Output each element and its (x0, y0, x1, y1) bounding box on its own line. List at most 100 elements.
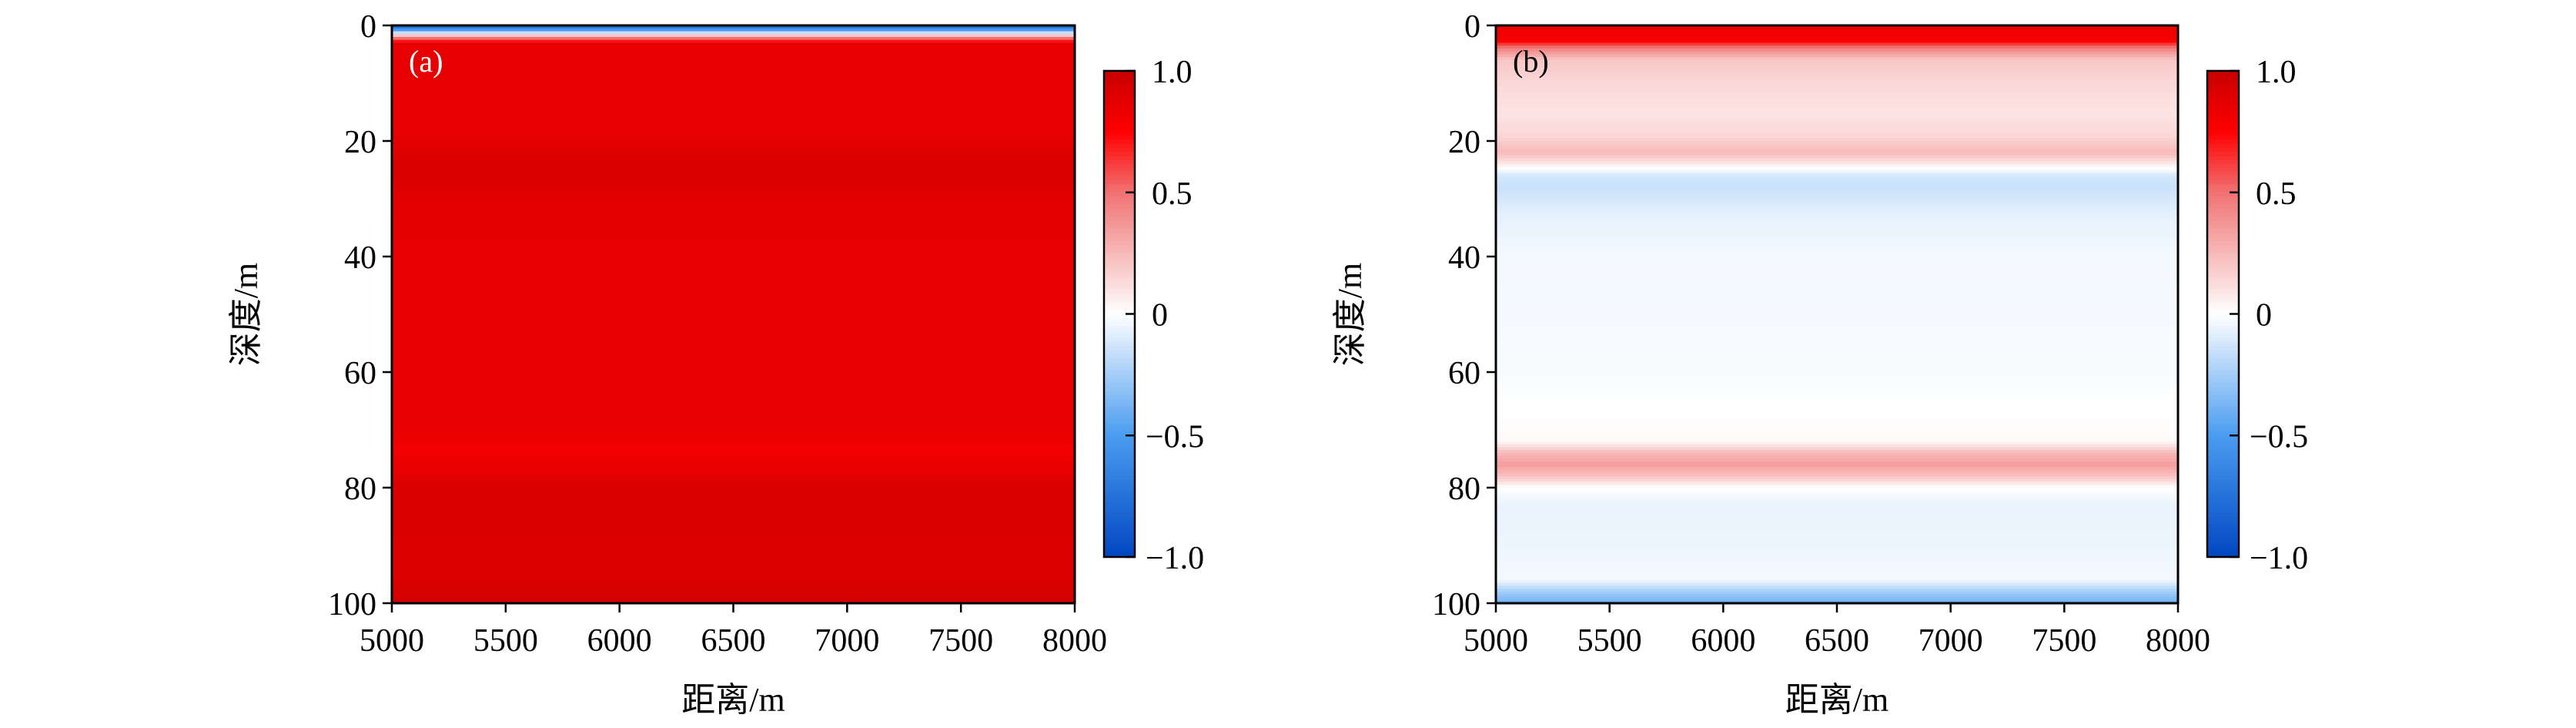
heatmap-row (392, 184, 1075, 188)
heatmap-row (1496, 435, 2178, 439)
colorbar-segment (2207, 378, 2239, 384)
colorbar-segment (1104, 87, 1135, 92)
heatmap-row (392, 357, 1075, 361)
heatmap-row (1496, 328, 2178, 333)
heatmap-row (1496, 103, 2178, 107)
heatmap-row (1496, 158, 2178, 162)
heatmap-row (392, 273, 1075, 277)
heatmap-row (1496, 424, 2178, 428)
colorbar-segment (2207, 119, 2239, 124)
colorbar-segment (2207, 512, 2239, 518)
colorbar-segment (1104, 491, 1135, 497)
heatmap-row (1496, 511, 2178, 515)
heatmap-row (392, 196, 1075, 200)
heatmap-row (1496, 513, 2178, 518)
heatmap-row (392, 132, 1075, 136)
heatmap-row (1496, 288, 2178, 292)
heatmap-row (392, 363, 1075, 367)
colorbar-segment (2207, 391, 2239, 396)
heatmap-row (392, 585, 1075, 589)
heatmap-row (1496, 536, 2178, 541)
heatmap-row (392, 565, 1075, 569)
colorbar-segment (2207, 208, 2239, 213)
heatmap-row (392, 548, 1075, 552)
heatmap-row (392, 178, 1075, 183)
colorbar-segment (2207, 111, 2239, 116)
heatmap-row (1496, 493, 2178, 497)
heatmap-row (392, 173, 1075, 176)
heatmap-row (392, 377, 1075, 381)
heatmap-row (392, 224, 1075, 229)
heatmap-row (392, 574, 1075, 578)
heatmap-row (392, 106, 1075, 110)
heatmap-row (392, 103, 1075, 107)
heatmap-row (392, 465, 1075, 468)
heatmap-row (392, 386, 1075, 391)
heatmap-row (392, 233, 1075, 237)
colorbar-segment (1104, 552, 1135, 558)
colorbar-segment (1104, 500, 1135, 505)
heatmap-row (392, 141, 1075, 145)
heatmap-row (392, 164, 1075, 168)
heatmap-row (392, 323, 1075, 327)
heatmap-row (1496, 239, 2178, 243)
heatmap-row (392, 126, 1075, 130)
colorbar-segment (2207, 423, 2239, 428)
heatmap-row (1496, 270, 2178, 275)
heatmap-row (392, 337, 1075, 341)
colorbar-segment (2207, 524, 2239, 529)
heatmap-row (392, 346, 1075, 350)
colorbar-segment (1104, 147, 1135, 153)
heatmap-row (1496, 196, 2178, 200)
heatmap-row (392, 511, 1075, 515)
colorbar-segment (1104, 273, 1135, 278)
colorbar-segment (2207, 79, 2239, 84)
colorbar-segment (1104, 261, 1135, 266)
colorbar-segment (2207, 297, 2239, 303)
heatmap-row (1496, 314, 2178, 318)
x-tick-label: 5000 (360, 623, 424, 659)
y-tick-label: 80 (1448, 471, 1480, 507)
heatmap-row (1496, 585, 2178, 589)
heatmap-row (392, 60, 1075, 64)
heatmap-row (1496, 412, 2178, 416)
x-tick-label: 8000 (2146, 623, 2210, 659)
colorbar-segment (2207, 253, 2239, 258)
colorbar-segment (2207, 192, 2239, 197)
colorbar-segment (2207, 387, 2239, 392)
heatmap-row (392, 69, 1075, 72)
heatmap-row (392, 580, 1075, 584)
heatmap-row (1496, 476, 2178, 480)
heatmap-row (1496, 49, 2178, 52)
colorbar-segment (2207, 233, 2239, 238)
heatmap-row (392, 42, 1075, 46)
heatmap-row (1496, 592, 2178, 595)
heatmap-row (1496, 340, 2178, 344)
colorbar-segment (1104, 354, 1135, 359)
heatmap-row (392, 478, 1075, 483)
y-tick-label: 40 (344, 240, 376, 276)
heatmap-row (1496, 427, 2178, 431)
heatmap-row (1496, 531, 2178, 535)
colorbar-segment (2207, 237, 2239, 242)
colorbar-segment (1104, 443, 1135, 448)
colorbar-segment (1104, 322, 1135, 327)
heatmap-row (392, 435, 1075, 439)
heatmap-row (392, 37, 1075, 41)
colorbar-segment (1104, 224, 1135, 230)
colorbar-segment (2207, 459, 2239, 465)
heatmap-row (392, 169, 1075, 173)
heatmap-row (392, 389, 1075, 393)
colorbar-segment (2207, 71, 2239, 75)
heatmap-row (392, 334, 1075, 338)
heatmap-row (1496, 257, 2178, 260)
colorbar-segment (2207, 358, 2239, 364)
heatmap-row (1496, 401, 2178, 404)
heatmap-row (1496, 97, 2178, 102)
heatmap-row (392, 129, 1075, 133)
colorbar-segment (1104, 265, 1135, 270)
heatmap-row (392, 392, 1075, 396)
heatmap-row (392, 265, 1075, 269)
heatmap-row (1496, 490, 2178, 495)
heatmap-row (392, 80, 1075, 84)
